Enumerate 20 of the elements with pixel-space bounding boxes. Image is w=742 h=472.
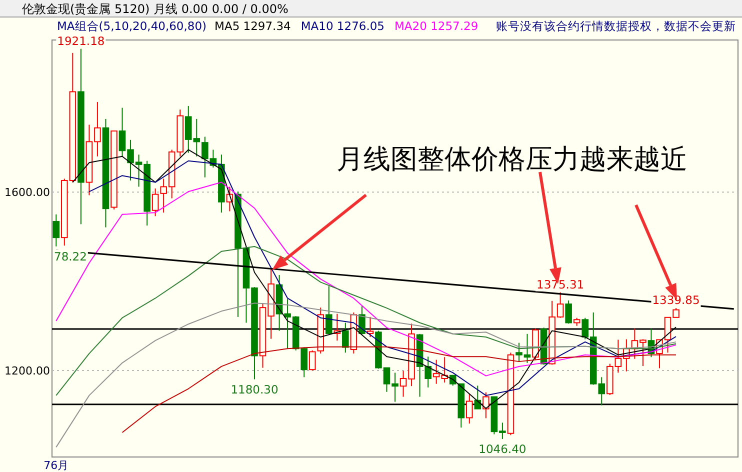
candlestick: [78, 48, 84, 225]
annotation: 1339.85: [652, 293, 700, 308]
candlestick: [102, 118, 110, 228]
text: MA20 1257.29: [394, 19, 478, 33]
text: MA10 1276.05: [300, 19, 384, 33]
chart-title: 伦敦金现(贵金属 5120) 月线 0.00 0.00 / 0.00%: [22, 2, 288, 16]
y-tick-label: 1600.00: [4, 186, 50, 200]
annotation: 1375.31: [536, 277, 584, 292]
candlestick: [52, 214, 60, 247]
x-tick-label: 76月: [44, 459, 69, 472]
annotation: 1921.18: [57, 34, 105, 48]
text: MA5 1297.34: [214, 19, 291, 33]
text: 账号没有该合约行情数据授权，数据不会更新: [496, 19, 736, 33]
y-tick-label: 1200.00: [4, 364, 50, 378]
annotation: 月线图整体价格压力越来越近: [336, 144, 688, 175]
chart-subtitle: MA组合(5,10,20,40,60,80): [57, 19, 207, 33]
annotation: 1046.40: [478, 442, 526, 456]
candlestick: [234, 191, 242, 318]
annotation: 1180.30: [230, 382, 278, 396]
annotation: 78.22: [54, 249, 87, 264]
